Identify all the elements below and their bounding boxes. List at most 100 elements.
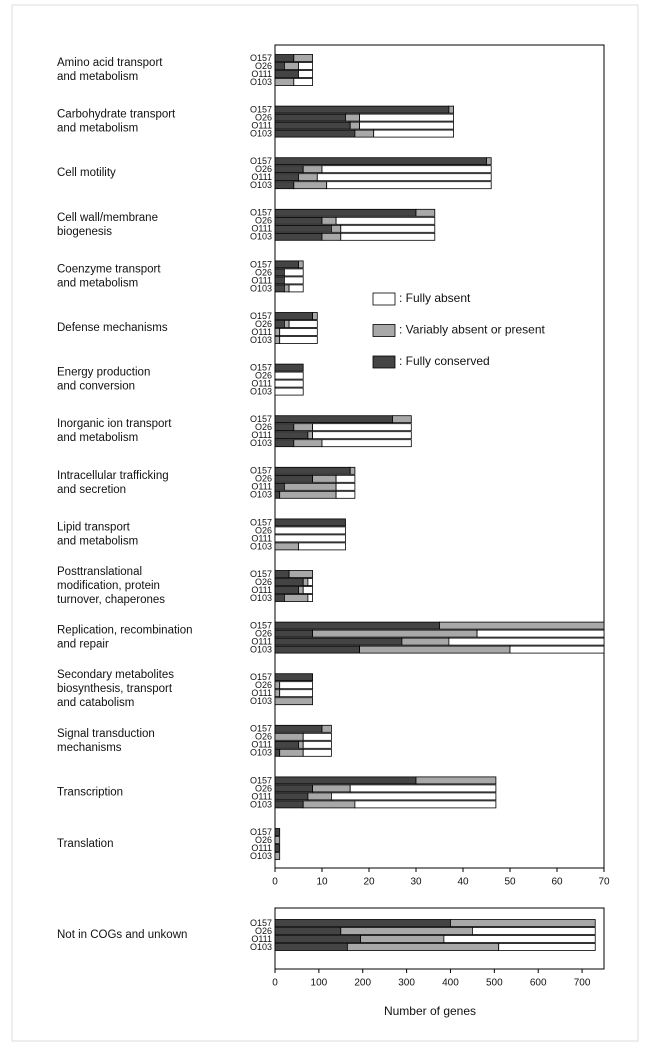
category-label: Replication, recombination [57, 625, 193, 637]
category-label: Energy production [57, 367, 150, 379]
strain-label: O157 [250, 620, 272, 630]
category-label: and secretion [57, 484, 126, 496]
bar-segment [345, 113, 361, 122]
bar-segment [288, 320, 318, 328]
bar-segment [274, 379, 304, 388]
bar-segment [335, 490, 356, 499]
strain-label: O111 [251, 688, 272, 698]
bar-segment [448, 637, 605, 646]
bar-segment [274, 208, 417, 217]
bar-segment [330, 224, 342, 233]
bar-segment [302, 748, 332, 757]
bar-segment [274, 637, 403, 646]
strain-label: O157 [250, 466, 272, 476]
x-tick-label: 30 [410, 877, 422, 888]
strain-label: O157 [250, 53, 272, 63]
bar-segment [354, 800, 497, 809]
bar-segment [302, 586, 314, 594]
strain-label: O157 [250, 827, 272, 837]
category-label: Transcription [57, 786, 123, 798]
bar-segment [274, 594, 285, 602]
bar-segment [274, 534, 346, 543]
bar-segment [312, 423, 412, 432]
bar-segment [283, 320, 290, 328]
bar-segment [302, 740, 332, 749]
bar-segment [340, 232, 436, 241]
strain-label: O26 [255, 164, 272, 174]
bar-segment [274, 792, 309, 801]
category-label: Posttranslational [57, 566, 142, 578]
bar-segment [274, 629, 313, 638]
bar-segment [312, 474, 337, 483]
strain-label: O111 [251, 533, 272, 543]
bar-segment [335, 216, 436, 225]
bar-segment [302, 578, 309, 586]
category-label: and metabolism [57, 432, 138, 444]
strain-label: O103 [250, 386, 272, 396]
bar-segment [274, 431, 309, 440]
strain-label: O103 [250, 490, 272, 500]
strain-label: O26 [255, 474, 272, 484]
strain-label: O111 [251, 636, 272, 646]
strain-label: O103 [250, 593, 272, 603]
bar-segment [274, 387, 304, 396]
strain-label: O103 [250, 128, 272, 138]
bar-segment [293, 423, 313, 432]
bar-segment [274, 284, 285, 293]
strain-label: O26 [255, 370, 272, 380]
bar-segment [476, 629, 605, 638]
x-tick-label: 0 [272, 877, 278, 888]
category-label: Defense mechanisms [57, 322, 168, 334]
strain-label: O103 [250, 644, 272, 654]
legend-label: : Fully absent [399, 291, 471, 305]
strain-label: O26 [255, 628, 272, 638]
bar-segment [359, 645, 511, 654]
bar-segment [274, 724, 323, 733]
bar-segment [307, 578, 313, 586]
bar-segment [302, 732, 332, 741]
bar-segment [274, 943, 348, 951]
category-label: Cell wall/membrane [57, 212, 158, 224]
bar-segment [274, 490, 281, 499]
category-label: Carbohydrate transport [57, 109, 176, 121]
bar-segment [274, 232, 323, 241]
x-tick-label: 500 [486, 978, 503, 989]
bar-segment [274, 645, 360, 654]
x-tick-label: 300 [398, 978, 415, 989]
bar-segment [340, 224, 436, 233]
bar-segment [509, 645, 605, 654]
strain-label: O111 [251, 482, 272, 492]
strain-label: O157 [250, 724, 272, 734]
bar-segment [392, 415, 412, 424]
bar-segment [274, 919, 451, 927]
strain-label: O157 [250, 569, 272, 579]
strain-label: O103 [250, 942, 272, 952]
outer-frame [11, 4, 639, 1042]
category-label: Lipid transport [57, 521, 131, 533]
bar-segment [274, 621, 440, 630]
bar-segment [274, 482, 285, 491]
bar-segment [415, 776, 497, 785]
strain-label: O111 [251, 843, 272, 853]
bar-segment [359, 121, 455, 130]
category-label: Intracellular trafficking [57, 470, 169, 482]
bar-segment [346, 943, 500, 951]
strain-label: O157 [250, 208, 272, 218]
strain-label: O111 [251, 378, 272, 388]
strain-label: O111 [251, 120, 272, 130]
bar-segment [274, 423, 295, 432]
strain-label: O26 [255, 835, 272, 845]
category-label: biogenesis [57, 226, 112, 238]
strain-label: O111 [251, 430, 272, 440]
strain-label: O26 [255, 577, 272, 587]
bar-segment [279, 328, 318, 336]
strain-label: O26 [255, 112, 272, 122]
bar-segment [274, 748, 281, 757]
bar-segment [307, 792, 332, 801]
x-tick-label: 400 [442, 978, 459, 989]
legend-swatch [372, 355, 396, 369]
bar-segment [274, 673, 313, 682]
bar-segment [330, 792, 497, 801]
strain-label: O157 [250, 414, 272, 424]
category-label: mechanisms [57, 742, 122, 754]
